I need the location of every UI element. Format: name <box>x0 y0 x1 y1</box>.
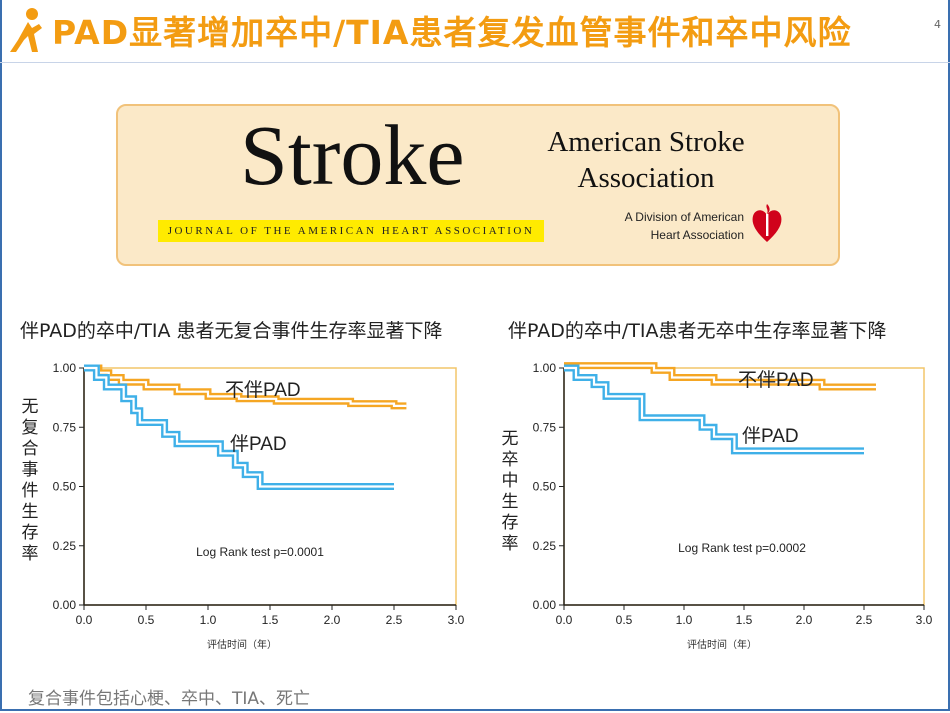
x-tick-label: 2.0 <box>796 613 813 627</box>
heart-torch-icon <box>752 204 782 242</box>
division-line-1: A Division of American <box>624 210 744 224</box>
x-tick-label: 1.0 <box>200 613 217 627</box>
x-tick-label: 3.0 <box>448 613 465 627</box>
survival-chart-composite: 0.00 0.25 0.50 0.75 1.00 0.0 0.5 1.0 1.5 2.0 2.5 3.… <box>22 361 465 651</box>
survival-chart-stroke: 0.00 0.25 0.50 0.75 1.00 0.0 0.5 1.0 1.5 2.0 2.5 3.… <box>502 361 933 651</box>
chart-title-right: 伴PAD的卒中/TIA患者无卒中生存率显著下降 <box>508 320 887 342</box>
asa-line-2: Association <box>577 162 715 194</box>
y-axis-label: 无卒中生存率 <box>502 429 519 553</box>
division-text: A Division of American Heart Association <box>596 208 744 244</box>
y-tick-label: 0.75 <box>533 420 557 434</box>
x-tick-label: 2.5 <box>386 613 403 627</box>
plot-area <box>563 367 925 606</box>
y-tick-label: 0.25 <box>53 539 77 553</box>
y-tick-label: 1.00 <box>53 361 77 375</box>
y-axis-label: 无复合事件生存率 <box>22 397 39 563</box>
asa-line-1: American Stroke <box>547 126 745 158</box>
running-figure-logo <box>10 8 42 52</box>
x-tick-label: 1.5 <box>262 613 279 627</box>
header-divider <box>0 62 950 63</box>
x-tick-label: 1.5 <box>736 613 753 627</box>
x-axis-label: 评估时间（年） <box>207 638 277 651</box>
p-value-annotation: Log Rank test p=0.0002 <box>678 541 806 555</box>
x-tick-label: 0.5 <box>138 613 155 627</box>
y-tick-label: 0.00 <box>533 598 557 612</box>
x-tick-label: 0.0 <box>76 613 93 627</box>
series-label: 不伴PAD <box>738 369 814 391</box>
journal-name: Stroke <box>240 107 465 203</box>
p-value-annotation: Log Rank test p=0.0001 <box>196 545 324 559</box>
x-tick-label: 2.0 <box>324 613 341 627</box>
series-label: 伴PAD <box>742 425 799 447</box>
chart-title-left: 伴PAD的卒中/TIA 患者无复合事件生存率显著下降 <box>20 320 443 342</box>
slide-title: PAD显著增加卒中/TIA患者复发血管事件和卒中风险 <box>52 13 852 52</box>
division-line-2: Heart Association <box>650 228 744 242</box>
y-tick-label: 0.75 <box>53 420 77 434</box>
x-tick-label: 3.0 <box>916 613 933 627</box>
x-tick-label: 0.0 <box>556 613 573 627</box>
x-axis-label: 评估时间（年） <box>687 638 757 651</box>
y-tick-label: 0.50 <box>533 480 557 494</box>
x-tick-label: 0.5 <box>616 613 633 627</box>
slide-header: PAD显著增加卒中/TIA患者复发血管事件和卒中风险 4 <box>0 0 950 60</box>
footnote: 复合事件包括心梗、卒中、TIA、死亡 <box>28 689 311 709</box>
series-line-inner <box>564 364 876 389</box>
slide-number: 4 <box>934 18 941 31</box>
asa-name: American Stroke Association <box>546 124 746 196</box>
series-line-inner <box>84 366 394 488</box>
series-label: 不伴PAD <box>225 379 301 401</box>
journal-banner: Stroke JOURNAL OF THE AMERICAN HEART ASS… <box>116 104 840 266</box>
x-tick-label: 2.5 <box>856 613 873 627</box>
journal-subtitle: JOURNAL OF THE AMERICAN HEART ASSOCIATIO… <box>158 220 544 242</box>
y-tick-label: 0.50 <box>53 480 77 494</box>
y-tick-label: 0.25 <box>533 539 557 553</box>
y-tick-label: 1.00 <box>533 361 557 375</box>
x-tick-label: 1.0 <box>676 613 693 627</box>
series-label: 伴PAD <box>230 433 287 455</box>
series-line-inner <box>564 366 864 452</box>
y-tick-label: 0.00 <box>53 598 77 612</box>
